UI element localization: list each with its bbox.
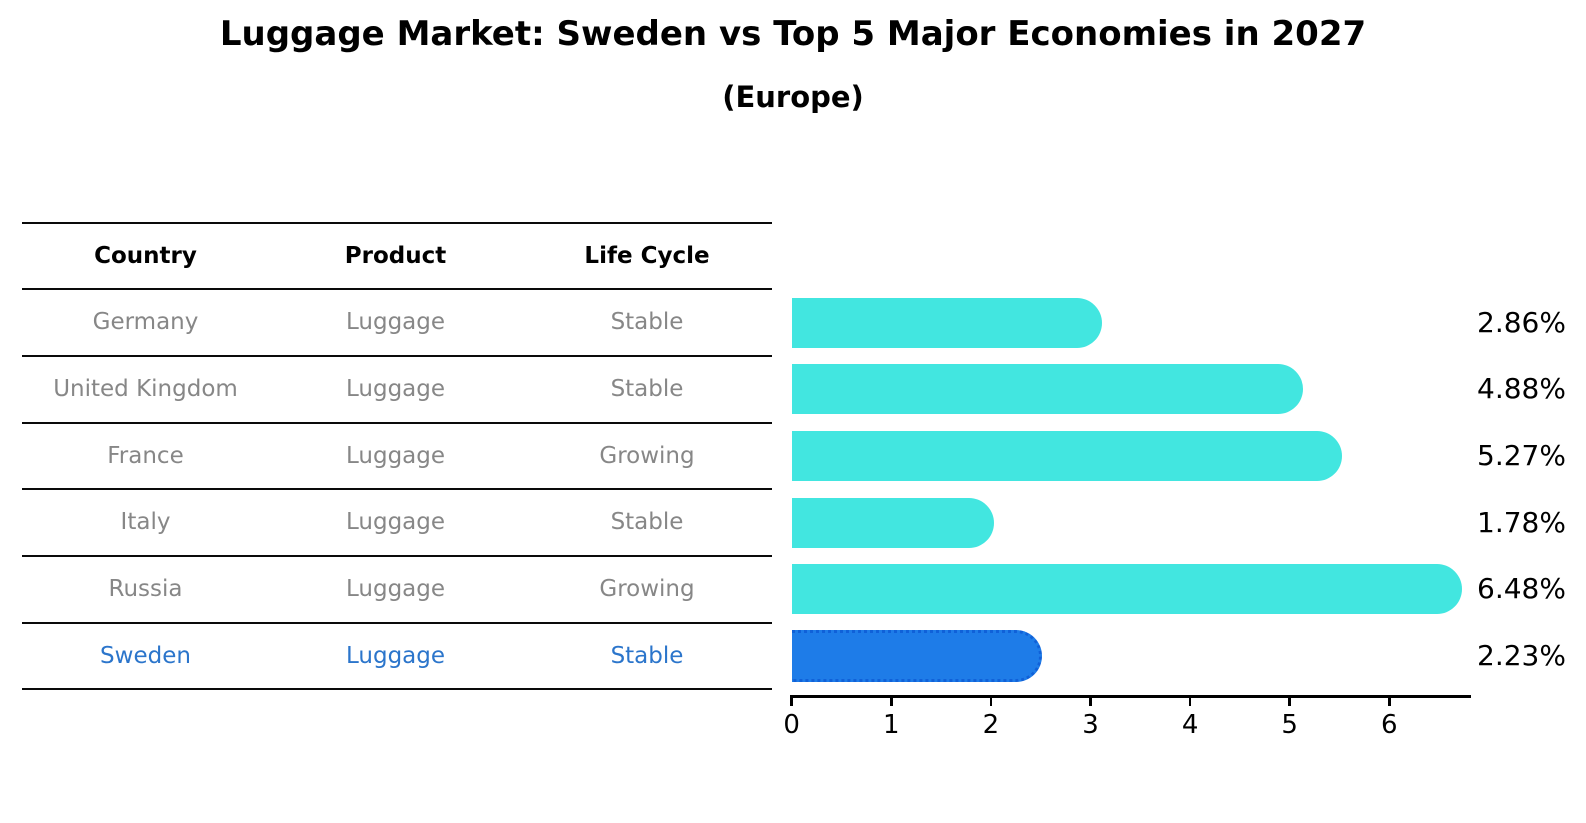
table-row-sweden: Sweden Luggage Stable bbox=[22, 623, 772, 690]
page-subtitle: (Europe) bbox=[722, 80, 864, 114]
value-label-germany: 2.86% bbox=[1477, 305, 1566, 339]
cell-country: France bbox=[107, 442, 184, 469]
x-axis-tick-label: 3 bbox=[1082, 710, 1099, 740]
row-divider bbox=[22, 288, 772, 291]
bar-france bbox=[791, 430, 1342, 481]
page-title: Luggage Market: Sweden vs Top 5 Major Ec… bbox=[219, 14, 1367, 54]
cell-product: Luggage bbox=[345, 575, 446, 602]
cell-country: Italy bbox=[120, 509, 171, 536]
value-label-italy: 1.78% bbox=[1477, 505, 1566, 539]
value-label-russia: 6.48% bbox=[1477, 572, 1566, 606]
cell-product: Luggage bbox=[345, 309, 446, 336]
x-axis-tick bbox=[890, 697, 893, 706]
value-label-france: 5.27% bbox=[1477, 438, 1566, 472]
table-row-france: France Luggage Growing bbox=[22, 423, 772, 490]
cell-product: Luggage bbox=[345, 376, 446, 402]
x-axis-line bbox=[790, 694, 1471, 698]
header-cell-life-cycle: Life Cycle bbox=[584, 242, 710, 269]
x-axis-tick bbox=[1188, 697, 1192, 706]
x-axis-tick bbox=[989, 697, 993, 706]
bar-sweden bbox=[791, 629, 1042, 682]
bar-united-kingdom bbox=[791, 364, 1303, 415]
x-axis-tick-label: 1 bbox=[883, 710, 900, 740]
table-header-row: Country Product Life Cycle bbox=[22, 223, 772, 290]
cell-life-cycle: Stable bbox=[610, 642, 684, 669]
row-divider bbox=[22, 355, 772, 357]
value-label-sweden: 2.23% bbox=[1477, 638, 1566, 672]
bar-italy bbox=[791, 497, 994, 548]
bar-russia bbox=[791, 564, 1463, 615]
x-axis-tick-label: 5 bbox=[1281, 710, 1298, 740]
row-divider bbox=[22, 688, 772, 691]
header-cell-country: Country bbox=[94, 242, 197, 269]
x-axis-tick bbox=[790, 697, 793, 706]
value-label-united-kingdom: 4.88% bbox=[1477, 372, 1566, 406]
x-axis-tick-label: 2 bbox=[982, 710, 1000, 740]
row-divider bbox=[22, 421, 772, 424]
cell-life-cycle: Stable bbox=[610, 376, 684, 402]
cell-product: Luggage bbox=[345, 642, 446, 669]
table-row-italy: Italy Luggage Stable bbox=[22, 489, 772, 556]
row-divider bbox=[22, 488, 772, 491]
header-cell-product: Product bbox=[344, 242, 447, 269]
row-divider bbox=[22, 554, 772, 557]
table-row-united-kingdom: United Kingdom Luggage Stable bbox=[22, 356, 772, 423]
x-axis-tick-label: 0 bbox=[783, 710, 800, 740]
x-axis-tick-label: 6 bbox=[1381, 710, 1398, 740]
cell-life-cycle: Growing bbox=[599, 575, 695, 602]
table-row-germany: Germany Luggage Stable bbox=[22, 289, 772, 356]
x-axis-tick bbox=[1089, 697, 1092, 706]
x-axis-tick bbox=[1288, 697, 1291, 706]
x-axis-tick bbox=[1388, 697, 1391, 706]
cell-life-cycle: Stable bbox=[610, 309, 684, 336]
row-divider bbox=[22, 621, 772, 624]
row-divider bbox=[22, 221, 772, 224]
cell-product: Luggage bbox=[345, 509, 446, 536]
cell-life-cycle: Stable bbox=[610, 509, 684, 536]
cell-country: Germany bbox=[92, 309, 199, 336]
bar-germany bbox=[791, 297, 1102, 348]
cell-life-cycle: Growing bbox=[599, 442, 695, 469]
cell-product: Luggage bbox=[345, 442, 446, 469]
cell-country: United Kingdom bbox=[53, 376, 238, 402]
cell-country: Russia bbox=[108, 575, 183, 602]
cell-country: Sweden bbox=[100, 642, 191, 669]
table-row-russia: Russia Luggage Growing bbox=[22, 556, 772, 623]
x-axis-tick-label: 4 bbox=[1181, 710, 1199, 740]
